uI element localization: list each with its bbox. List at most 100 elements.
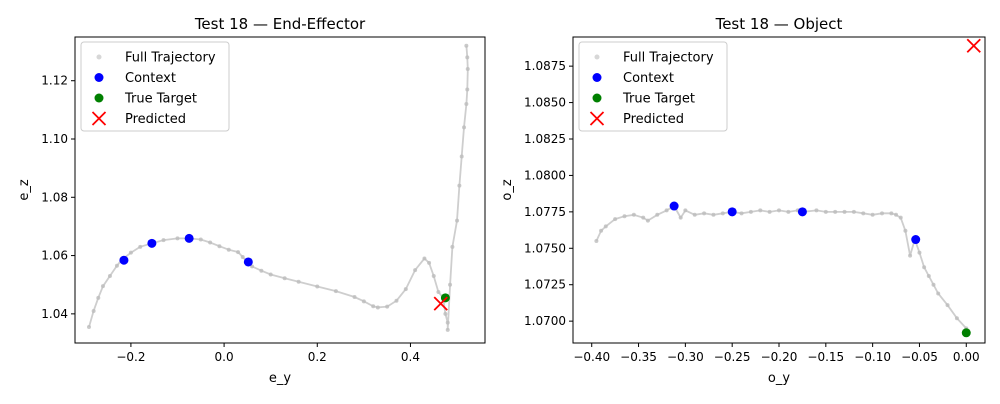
context-point (669, 201, 679, 211)
trajectory-point (936, 291, 941, 296)
trajectory-point (613, 217, 618, 222)
legend-label: Full Trajectory (623, 51, 714, 66)
x-tick-label: −0.05 (901, 350, 938, 364)
trajectory-point (631, 212, 636, 217)
trajectory-point (236, 250, 241, 255)
legend-target-marker (94, 93, 104, 103)
y-tick-label: 1.04 (41, 307, 68, 321)
legend: Full Trajectory Context True Target Predict… (80, 41, 230, 132)
y-tick-label: 1.0875 (524, 59, 566, 73)
trajectory-point (767, 209, 772, 214)
trajectory-point (445, 327, 450, 332)
y-tick-label: 1.0750 (524, 241, 566, 255)
context-point (797, 207, 807, 217)
trajectory-point (217, 244, 222, 249)
trajectory-point (422, 256, 427, 261)
x-axis-label: o_y (768, 371, 790, 386)
trajectory-point (86, 324, 91, 329)
trajectory-point (917, 250, 922, 255)
x-tick-label: −0.10 (854, 350, 891, 364)
trajectory-point (282, 276, 287, 281)
legend-label: Predicted (125, 112, 186, 127)
legend-trajectory-marker (594, 54, 600, 60)
trajectory-point (903, 228, 908, 233)
trajectory-point (758, 208, 763, 213)
trajectory-point (128, 250, 133, 255)
trajectory-point (457, 183, 462, 188)
y-tick-label: 1.0850 (524, 96, 566, 110)
trajectory-point (455, 218, 460, 223)
y-tick-label: 1.06 (41, 249, 68, 263)
trajectory-point (786, 209, 791, 214)
x-tick-label: −0.40 (573, 350, 610, 364)
trajectory-line (595, 204, 967, 330)
x-axis-label: e_y (269, 371, 291, 386)
trajectory-point (394, 298, 399, 303)
trajectory-point (683, 208, 688, 213)
trajectory-point (431, 273, 436, 278)
trajectory-point (880, 211, 884, 216)
trajectory-point (465, 55, 470, 60)
trajectory-point (894, 212, 899, 217)
legend-trajectory-marker (96, 54, 102, 60)
trajectory-point (296, 279, 301, 284)
predicted-marker (433, 296, 448, 311)
x-tick-label: −0.15 (807, 350, 844, 364)
y-tick-label: 1.12 (41, 74, 68, 88)
legend-box (578, 41, 728, 132)
trajectory-point (445, 320, 450, 325)
trajectory-point (945, 303, 950, 308)
trajectory-point (315, 284, 320, 289)
y-tick-label: 1.0775 (524, 205, 566, 219)
x-tick-label: 0.0 (215, 350, 234, 364)
legend-label: True Target (124, 92, 197, 107)
trajectory-point (464, 102, 469, 107)
trajectory-point (641, 215, 646, 220)
trajectory-point (240, 255, 245, 260)
y-tick-label: 1.08 (41, 190, 68, 204)
legend-context-marker (592, 73, 602, 82)
y-tick-label: 1.0725 (524, 278, 566, 292)
trajectory-point (954, 316, 959, 321)
trajectory-point (385, 304, 390, 309)
trajectory-point (436, 290, 441, 294)
trajectory-point (711, 212, 716, 217)
trajectory-point (739, 211, 744, 216)
trajectory-point (464, 43, 469, 48)
trajectory-point (259, 268, 264, 273)
trajectory-point (175, 236, 180, 241)
trajectory-point (814, 208, 819, 213)
trajectory-point (842, 209, 847, 214)
trajectory-point (333, 289, 338, 294)
trajectory-point (870, 212, 875, 217)
trajectory-point (851, 209, 856, 214)
x-tick-label: 0.00 (953, 350, 980, 364)
trajectory-point (450, 244, 455, 249)
trajectory-point (599, 228, 604, 233)
context-point (727, 207, 737, 217)
trajectory-point (100, 284, 105, 289)
legend: Full Trajectory Context True Target Predict… (578, 41, 728, 132)
trajectory-point (748, 209, 753, 214)
trajectory-point (702, 211, 707, 216)
trajectory-point (226, 247, 231, 252)
trajectory-point (926, 273, 931, 278)
end-effector-chart: Test 18 — End-Effector −0.2 0.0 0.2 0.4 1.04 1… (17, 15, 486, 386)
legend-label: Context (125, 71, 176, 86)
trajectory-point (161, 238, 166, 243)
legend-box (80, 41, 230, 132)
y-tick-label: 1.10 (41, 132, 68, 146)
predicted-marker (966, 38, 981, 53)
trajectory-point (861, 211, 866, 216)
legend-target-marker (592, 93, 602, 103)
true-target-point (961, 328, 971, 338)
trajectory-point (692, 212, 697, 217)
trajectory-point (823, 209, 828, 214)
trajectory-point (655, 212, 660, 217)
x-tick-label: 0.2 (308, 350, 327, 364)
x-tick-label: −0.25 (714, 350, 751, 364)
plot-frame (74, 36, 486, 344)
trajectory-point (138, 244, 143, 249)
